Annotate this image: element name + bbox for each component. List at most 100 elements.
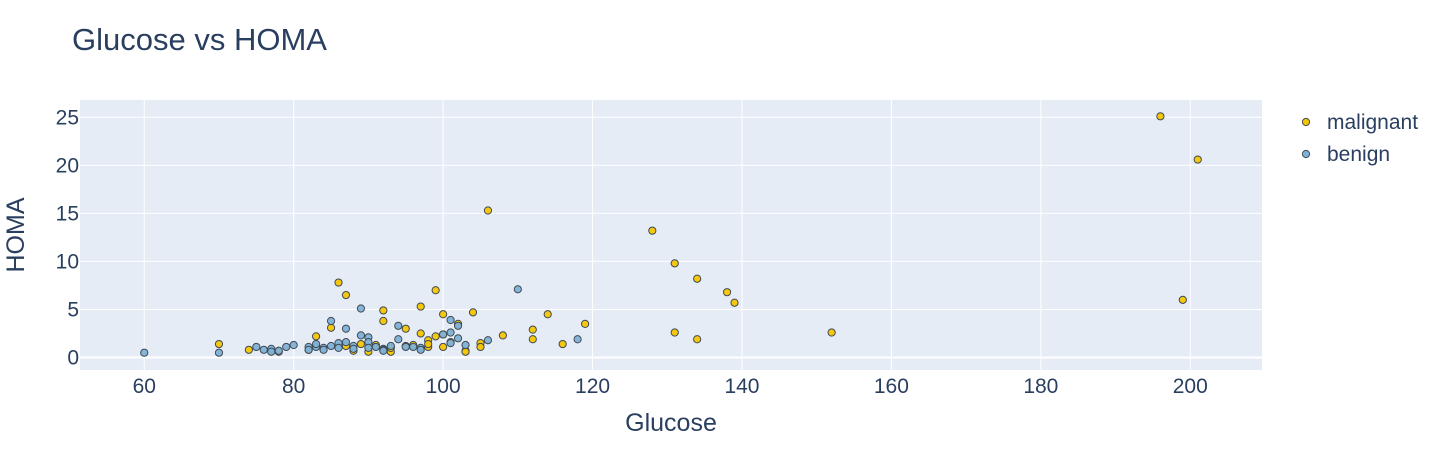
benign-point bbox=[371, 342, 380, 352]
benign-point bbox=[379, 346, 388, 355]
benign-point bbox=[513, 285, 522, 294]
malignant-point bbox=[528, 335, 537, 344]
malignant-point bbox=[356, 339, 366, 349]
malignant-point bbox=[214, 339, 224, 349]
benign-point bbox=[394, 321, 403, 330]
data-points bbox=[140, 112, 1202, 357]
malignant-point bbox=[693, 274, 702, 283]
malignant-point bbox=[461, 347, 470, 356]
x-tick-label: 80 bbox=[282, 375, 305, 398]
legend-marker bbox=[1301, 149, 1311, 159]
benign-point bbox=[453, 321, 463, 330]
malignant-point bbox=[670, 259, 679, 268]
malignant-point bbox=[326, 323, 336, 332]
legend[interactable]: malignant benign bbox=[1301, 111, 1418, 166]
y-tick-label: 15 bbox=[56, 202, 79, 225]
malignant-point bbox=[543, 310, 552, 319]
benign-point bbox=[483, 336, 493, 345]
x-tick-label: 200 bbox=[1173, 375, 1208, 398]
x-tick-label: 60 bbox=[133, 375, 156, 398]
malignant-point bbox=[379, 306, 388, 315]
benign-point bbox=[416, 345, 425, 354]
legend-label: benign bbox=[1327, 143, 1390, 166]
malignant-point bbox=[528, 325, 537, 334]
benign-point bbox=[326, 341, 336, 351]
benign-point bbox=[401, 342, 410, 352]
series-benign bbox=[140, 285, 582, 357]
malignant-point bbox=[648, 226, 657, 235]
benign-point bbox=[356, 331, 366, 340]
benign-point bbox=[341, 324, 351, 333]
legend-item-benign[interactable]: benign bbox=[1301, 143, 1390, 166]
legend-marker bbox=[1301, 117, 1311, 127]
malignant-point bbox=[379, 316, 388, 326]
y-tick-label: 20 bbox=[56, 154, 79, 177]
benign-point bbox=[267, 347, 276, 356]
x-tick-label: 160 bbox=[874, 375, 909, 398]
benign-point bbox=[446, 338, 455, 348]
malignant-point bbox=[244, 345, 253, 354]
benign-point bbox=[282, 342, 291, 352]
benign-point bbox=[274, 346, 283, 355]
malignant-point bbox=[722, 288, 732, 297]
x-tick-label: 140 bbox=[724, 375, 759, 398]
malignant-point bbox=[730, 298, 739, 307]
benign-point bbox=[326, 316, 336, 326]
x-axis-title: Glucose bbox=[625, 409, 717, 437]
y-tick-labels: 0 5 10 15 20 25 bbox=[56, 106, 79, 369]
x-tick-label: 120 bbox=[575, 375, 610, 398]
malignant-point bbox=[483, 206, 493, 215]
benign-point bbox=[312, 339, 321, 349]
malignant-point bbox=[827, 328, 836, 337]
malignant-point bbox=[431, 286, 440, 295]
malignant-point bbox=[498, 331, 507, 340]
malignant-point bbox=[439, 310, 448, 319]
benign-point bbox=[252, 342, 261, 352]
malignant-point bbox=[1178, 295, 1187, 304]
malignant-point bbox=[424, 339, 433, 349]
y-axis-title: HOMA bbox=[2, 197, 30, 272]
y-tick-label: 0 bbox=[67, 347, 79, 370]
x-tick-labels: 60 80 100 120 140 160 180 200 bbox=[133, 375, 1208, 398]
malignant-point bbox=[558, 339, 567, 349]
malignant-point bbox=[476, 342, 485, 352]
benign-point bbox=[319, 345, 328, 354]
benign-point bbox=[386, 341, 395, 351]
grid-lines bbox=[80, 100, 1262, 370]
benign-point bbox=[394, 335, 403, 344]
benign-point bbox=[341, 338, 351, 347]
legend-item-malignant[interactable]: malignant bbox=[1301, 111, 1418, 134]
benign-point bbox=[289, 340, 298, 350]
benign-point bbox=[349, 344, 358, 353]
y-tick-label: 5 bbox=[67, 298, 79, 321]
y-tick-label: 25 bbox=[56, 106, 79, 129]
plot-background bbox=[80, 100, 1262, 370]
malignant-point bbox=[1156, 112, 1165, 121]
benign-point bbox=[446, 315, 455, 325]
benign-point bbox=[140, 348, 149, 357]
malignant-point bbox=[431, 332, 440, 341]
malignant-point bbox=[334, 278, 343, 287]
malignant-point bbox=[416, 329, 425, 338]
y-tick-label: 10 bbox=[56, 250, 79, 273]
benign-point bbox=[259, 345, 268, 354]
benign-point bbox=[409, 342, 418, 352]
malignant-point bbox=[416, 302, 425, 311]
benign-point bbox=[356, 304, 366, 313]
malignant-point bbox=[468, 308, 478, 317]
malignant-point bbox=[1193, 155, 1202, 164]
benign-point bbox=[439, 330, 448, 339]
benign-point bbox=[364, 343, 373, 353]
benign-point bbox=[446, 328, 455, 337]
legend-label: malignant bbox=[1327, 111, 1418, 134]
x-tick-label: 100 bbox=[426, 375, 461, 398]
benign-point bbox=[461, 340, 470, 350]
malignant-point bbox=[341, 290, 351, 300]
malignant-point bbox=[401, 324, 410, 333]
malignant-point bbox=[693, 335, 702, 344]
benign-point bbox=[304, 345, 313, 354]
benign-point bbox=[334, 343, 343, 353]
malignant-point bbox=[439, 342, 448, 352]
x-tick-label: 180 bbox=[1023, 375, 1058, 398]
